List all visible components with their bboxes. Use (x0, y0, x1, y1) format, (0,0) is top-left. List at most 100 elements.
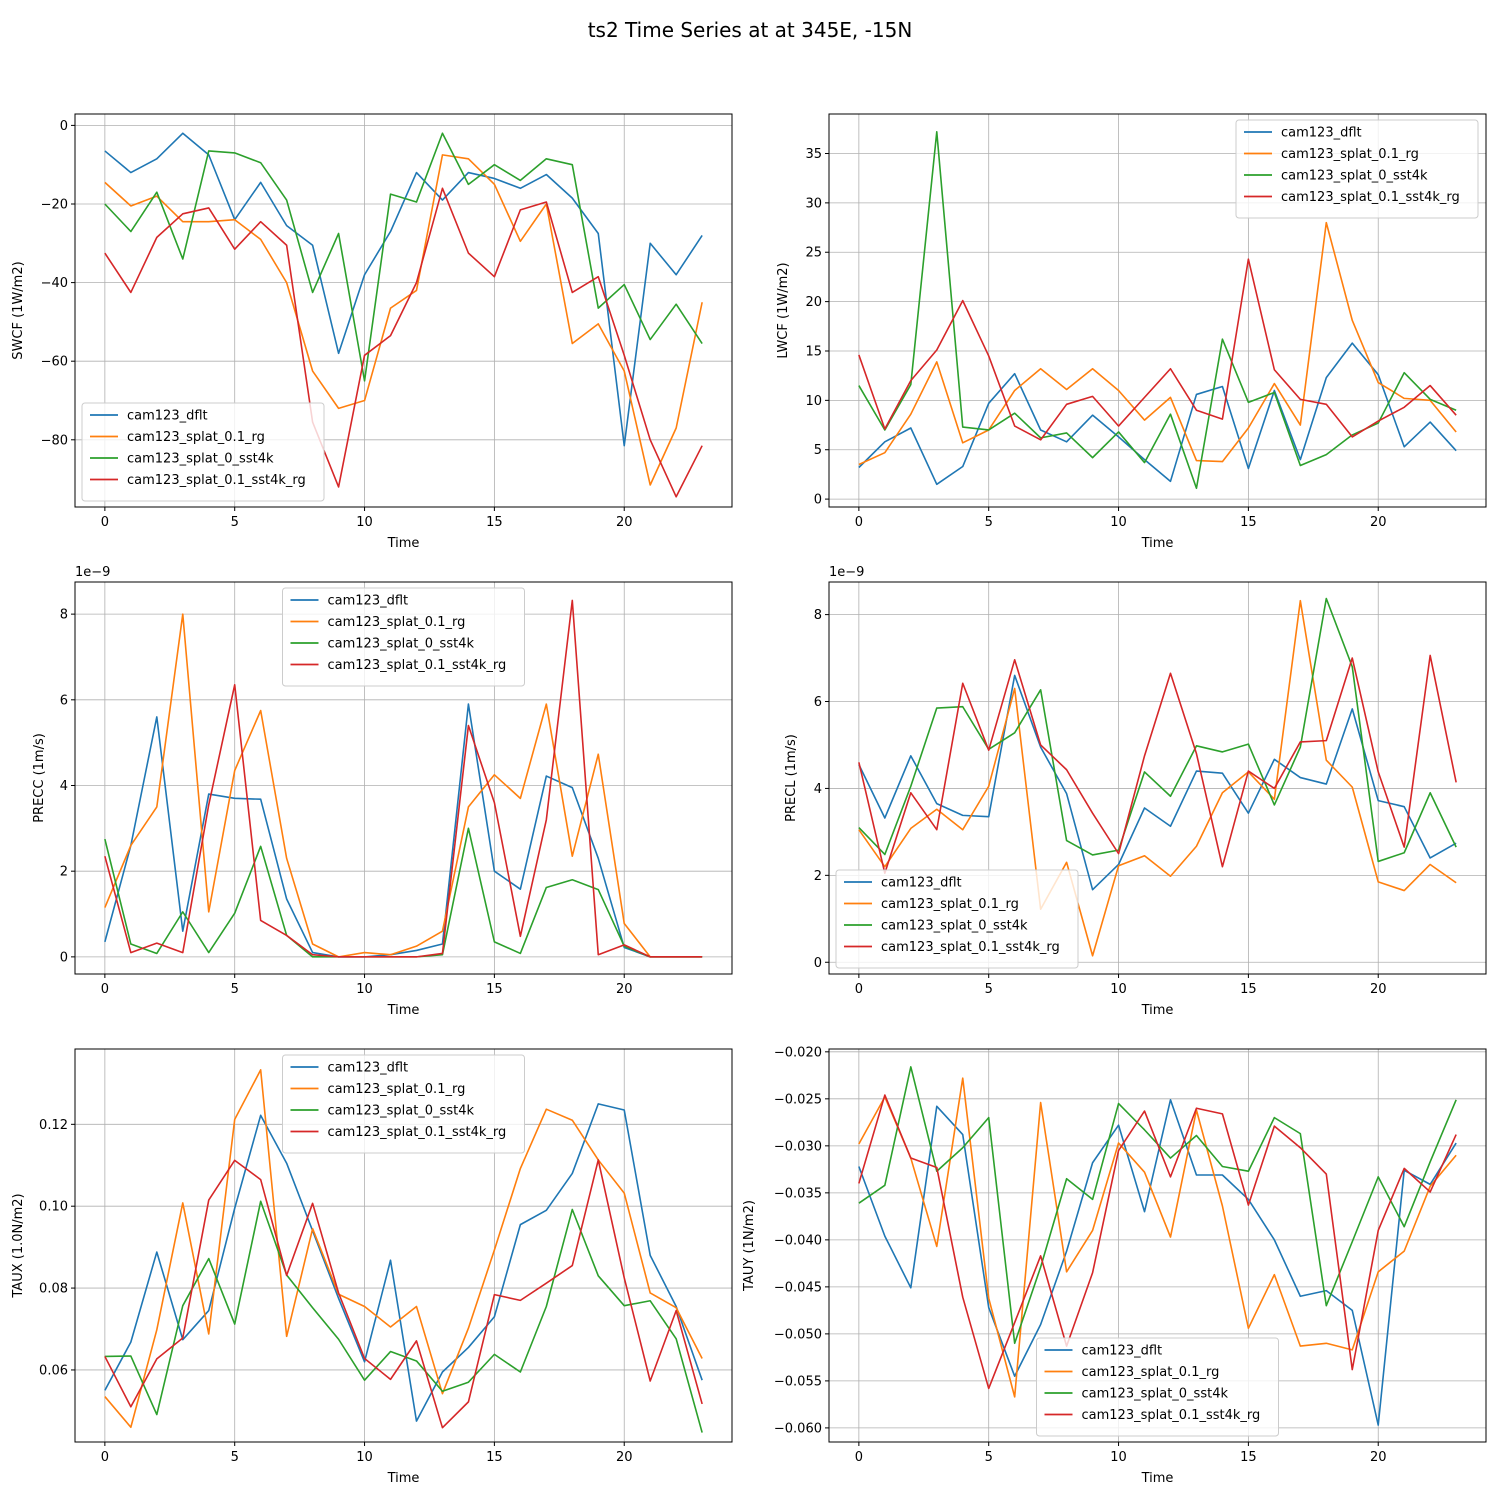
lwcf-ytick-label-7: 35 (805, 147, 822, 162)
precc-series-line-3 (104, 599, 703, 958)
chart-lwcf: 0 5 10 15 20 0 5 10 15 20 25 30 35 Time LWCF (1W/m2) ca… (776, 113, 1487, 551)
lwcf-ytick-label-6: 30 (805, 196, 822, 211)
precl-xtick-label-2: 10 (1110, 982, 1127, 997)
precl-xtick-label-4: 20 (1370, 982, 1387, 997)
lwcf-xtick-label-2: 10 (1110, 515, 1127, 530)
tauy-axes-frame (828, 1048, 1487, 1443)
tauy-xtick-label-1: 5 (985, 1450, 993, 1465)
precl-series-line-3 (858, 654, 1457, 874)
precl-axes-frame (828, 581, 1487, 975)
precc-xtick-label-0: 0 (101, 982, 109, 997)
precc-xlabel: Time (387, 1003, 420, 1018)
tauy-ytick-label-2: −0.030 (774, 1139, 822, 1154)
taux-series-line-2 (104, 1200, 703, 1433)
swcf-xtick-label-3: 15 (486, 515, 503, 530)
precl-series-line-1 (858, 599, 1457, 957)
precc-series-line-0 (104, 703, 703, 958)
lwcf-xtick-label-4: 20 (1370, 515, 1387, 530)
chart-swcf: 0 5 10 15 20 0 −20 −40 −60 −80 Time SWCF (1W/m2) cam… (11, 113, 733, 551)
taux-legend-label-1: cam123_splat_0.1_rg (328, 1082, 466, 1097)
precc-legend-label-3: cam123_splat_0.1_sst4k_rg (328, 658, 507, 673)
precc-axes-frame (74, 581, 733, 975)
swcf-ytick-label-4: −80 (41, 433, 68, 448)
tauy-ytick-label-8: −0.060 (774, 1421, 822, 1436)
precl-legend-label-3: cam123_splat_0.1_sst4k_rg (881, 940, 1060, 955)
lwcf-ytick-label-4: 20 (805, 295, 822, 310)
lwcf-xtick-label-3: 15 (1240, 515, 1257, 530)
precc-legend-box (282, 587, 525, 687)
precl-ylabel: PRECL (1m/s) (784, 734, 799, 822)
swcf-ytick-label-1: −20 (41, 197, 68, 212)
tauy-series-line-1 (858, 1077, 1457, 1398)
precc-series-line-1 (104, 613, 703, 958)
swcf-legend-label-3: cam123_splat_0.1_sst4k_rg (127, 473, 306, 488)
swcf-legend: cam123_dflt cam123_splat_0.1_rg cam123_spl… (81, 402, 325, 502)
tauy-xtick-label-0: 0 (855, 1450, 863, 1465)
precc-ylabel: PRECC (1m/s) (32, 733, 47, 823)
swcf-series-line-3 (104, 187, 703, 498)
chart-tauy: 0 5 10 15 20 −0.020 −0.025 −0.030 −0.035 −0.040 −0… (742, 1045, 1487, 1486)
precc-ytick-label-3: 6 (60, 693, 68, 708)
taux-xtick-label-0: 0 (101, 1450, 109, 1465)
precl-series-line-0 (858, 674, 1457, 891)
taux-legend-label-2: cam123_splat_0_sst4k (328, 1104, 475, 1119)
taux-legend-label-3: cam123_splat_0.1_sst4k_rg (328, 1125, 507, 1140)
taux-xtick-label-3: 15 (486, 1450, 503, 1465)
precl-ytick-label-4: 8 (814, 608, 822, 623)
chart-precl: 0 5 10 15 20 0 2 4 6 8 Time PRECL (1m/s) 1e−9 cam123_… (784, 565, 1487, 1018)
taux-ytick-label-2: 0.10 (39, 1200, 68, 1215)
precl-xtick-label-3: 15 (1240, 982, 1257, 997)
figure-title: ts2 Time Series at at 345E, -15N (588, 18, 913, 42)
lwcf-series-line-1 (858, 221, 1457, 466)
swcf-legend-label-1: cam123_splat_0.1_rg (127, 430, 265, 445)
lwcf-legend: cam123_dflt cam123_splat_0.1_rg cam123_spl… (1235, 119, 1479, 219)
taux-series-line-1 (104, 1069, 703, 1429)
lwcf-series-line-0 (858, 342, 1457, 486)
swcf-series-line-2 (104, 132, 703, 382)
swcf-legend-label-2: cam123_splat_0_sst4k (127, 452, 274, 467)
taux-axes-frame (74, 1048, 733, 1443)
lwcf-ytick-label-3: 15 (805, 344, 822, 359)
precc-legend-label-2: cam123_splat_0_sst4k (328, 637, 475, 652)
swcf-ylabel: SWCF (1W/m2) (11, 261, 26, 359)
tauy-legend-label-2: cam123_splat_0_sst4k (1082, 1387, 1229, 1402)
swcf-xtick-label-0: 0 (101, 515, 109, 530)
tauy-ytick-label-5: −0.045 (774, 1280, 822, 1295)
precl-legend-label-0: cam123_dflt (881, 876, 962, 891)
tauy-ytick-label-7: −0.055 (774, 1374, 822, 1389)
tauy-legend: cam123_dflt cam123_splat_0.1_rg cam123_spl… (1036, 1337, 1279, 1437)
tauy-ytick-label-6: −0.050 (774, 1327, 822, 1342)
tauy-legend-label-3: cam123_splat_0.1_sst4k_rg (1082, 1408, 1261, 1423)
precl-legend-box (835, 869, 1079, 969)
lwcf-xtick-label-0: 0 (855, 515, 863, 530)
precl-ytick-label-3: 6 (814, 695, 822, 710)
tauy-ytick-label-0: −0.020 (774, 1045, 822, 1060)
precc-ytick-label-4: 8 (60, 608, 68, 623)
tauy-xtick-label-3: 15 (1240, 1450, 1257, 1465)
precc-xtick-label-3: 15 (486, 982, 503, 997)
lwcf-legend-label-0: cam123_dflt (1281, 126, 1362, 141)
precl-series-line-2 (858, 597, 1457, 863)
lwcf-legend-box (1235, 119, 1479, 219)
precc-ytick-label-1: 2 (60, 865, 68, 880)
tauy-ytick-label-3: −0.035 (774, 1186, 822, 1201)
lwcf-legend-label-3: cam123_splat_0.1_sst4k_rg (1281, 190, 1460, 205)
chart-taux: 0 5 10 15 20 0.06 0.08 0.10 0.12 Time TAUX (1.0N/m… (11, 1048, 733, 1486)
swcf-legend-label-0: cam123_dflt (127, 409, 208, 424)
precl-ytick-label-1: 2 (814, 869, 822, 884)
taux-xtick-label-4: 20 (616, 1450, 633, 1465)
precl-xtick-label-1: 5 (985, 982, 993, 997)
precc-offset-label: 1e−9 (75, 565, 110, 580)
lwcf-ytick-label-1: 5 (814, 443, 822, 458)
swcf-ytick-label-0: 0 (60, 119, 68, 134)
precl-xtick-label-0: 0 (855, 982, 863, 997)
lwcf-ytick-label-0: 0 (814, 493, 822, 508)
tauy-legend-box (1036, 1337, 1279, 1437)
precc-ytick-label-2: 4 (60, 779, 68, 794)
precc-xtick-label-1: 5 (231, 982, 239, 997)
taux-ylabel: TAUX (1.0N/m2) (11, 1193, 26, 1298)
precl-legend-label-1: cam123_splat_0.1_rg (881, 897, 1019, 912)
lwcf-legend-label-1: cam123_splat_0.1_rg (1281, 147, 1419, 162)
swcf-legend-box (81, 402, 325, 502)
swcf-xtick-label-2: 10 (356, 515, 373, 530)
